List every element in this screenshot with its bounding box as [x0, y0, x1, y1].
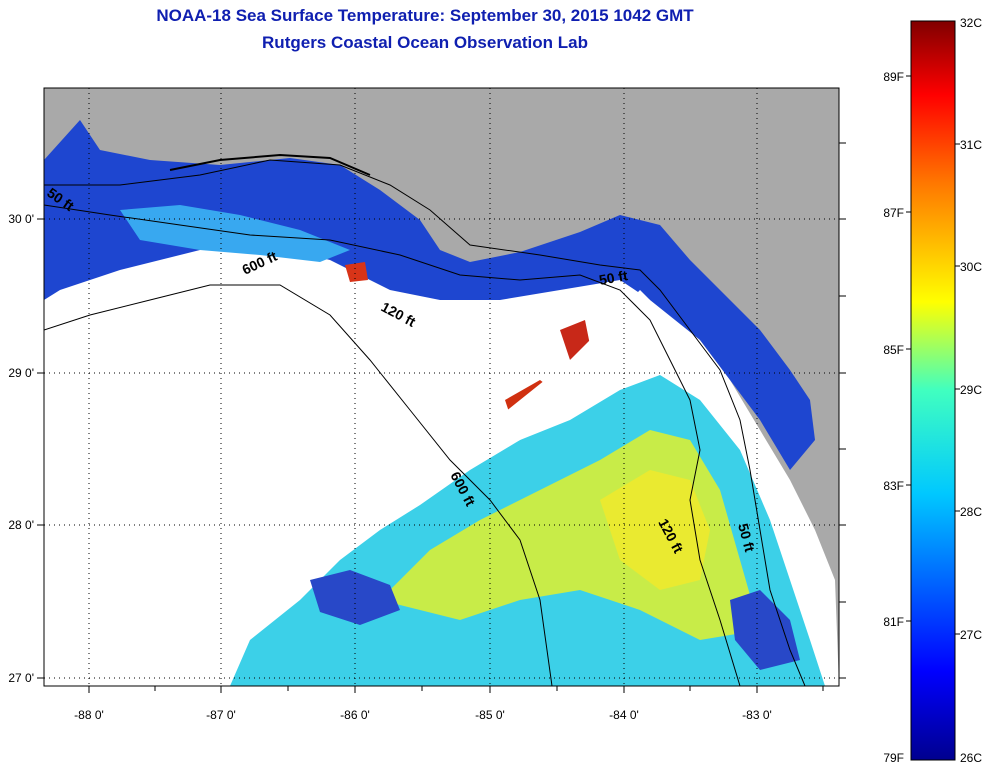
depth-label: 50 ft	[735, 522, 758, 554]
fahrenheit-label: 89F	[883, 70, 904, 84]
longitude-labels: -88 0' -87 0' -86 0' -85 0' -84 0' -83 0…	[74, 708, 772, 722]
colorbar-ticks	[906, 75, 960, 635]
fahrenheit-labels: 89F 87F 85F 83F 81F 79F	[883, 70, 904, 765]
depth-contour-120ft	[44, 204, 741, 686]
coastline	[169, 153, 371, 176]
lon-label: -88 0'	[74, 708, 104, 722]
lon-label: -85 0'	[475, 708, 505, 722]
ocean-cool-patch-east	[730, 590, 800, 670]
lat-label: 30 0'	[8, 212, 34, 226]
lat-label: 27 0'	[8, 671, 34, 685]
ocean-cool-band	[44, 120, 815, 470]
depth-contour-600ft	[44, 284, 553, 686]
depth-label: 50 ft	[598, 267, 629, 288]
fahrenheit-label: 81F	[883, 615, 904, 629]
cloud-patch-shelf	[470, 290, 650, 460]
map-frame	[43, 87, 840, 687]
celsius-label: 30C	[960, 260, 982, 274]
fahrenheit-label: 79F	[883, 751, 904, 765]
lon-label: -86 0'	[340, 708, 370, 722]
warm-filament-3	[345, 262, 368, 282]
lon-label: -83 0'	[742, 708, 772, 722]
fahrenheit-label: 85F	[883, 343, 904, 357]
celsius-label: 26C	[960, 751, 982, 765]
ocean-mid-band	[120, 205, 350, 262]
fahrenheit-label: 83F	[883, 479, 904, 493]
map-subtitle: Rutgers Coastal Ocean Observation Lab	[262, 33, 588, 52]
celsius-label: 29C	[960, 383, 982, 397]
lat-label: 28 0'	[8, 518, 34, 532]
celsius-label: 31C	[960, 138, 982, 152]
lon-label: -84 0'	[609, 708, 639, 722]
depth-contour-50ft	[44, 159, 806, 686]
lat-label: 29 0'	[8, 366, 34, 380]
latitude-labels: 30 0' 29 0' 28 0' 27 0'	[8, 212, 34, 685]
lon-label: -87 0'	[206, 708, 236, 722]
celsius-labels: 32C 31C 30C 29C 28C 27C 26C	[960, 16, 982, 765]
celsius-label: 28C	[960, 505, 982, 519]
ocean-warm-core	[600, 470, 710, 590]
map-area	[44, 88, 839, 686]
tick-marks	[37, 142, 846, 693]
map-title: NOAA-18 Sea Surface Temperature: Septemb…	[156, 6, 694, 25]
celsius-label: 27C	[960, 628, 982, 642]
colorbar	[910, 20, 956, 761]
celsius-label: 32C	[960, 16, 982, 30]
fahrenheit-label: 87F	[883, 206, 904, 220]
ocean-cool-patch	[310, 570, 400, 625]
